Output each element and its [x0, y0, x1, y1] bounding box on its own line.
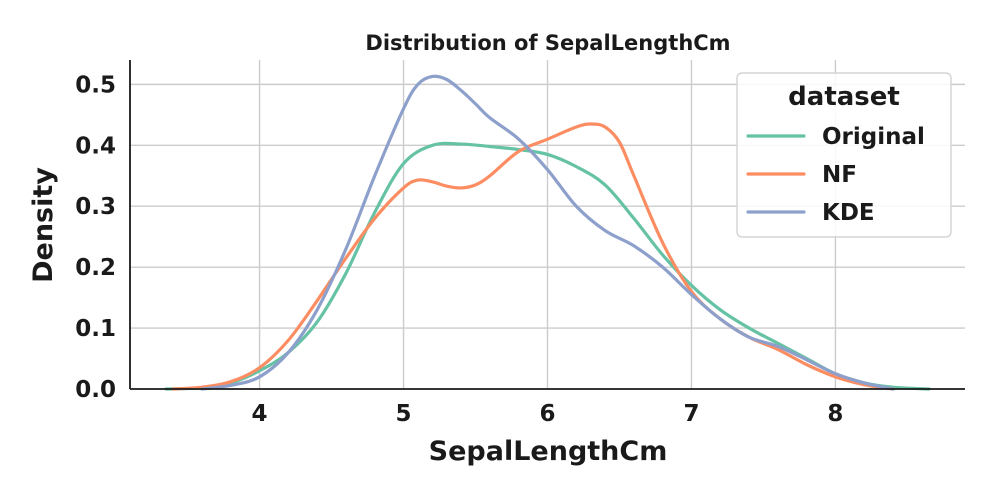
- axes-spines: [129, 60, 965, 390]
- chart-title: Distribution of SepalLengthCm: [365, 31, 730, 55]
- x-tick-label: 5: [396, 401, 412, 427]
- y-tick-label: 0.4: [75, 133, 116, 159]
- y-axis-label: Density: [28, 167, 59, 283]
- y-tick-label: 0.1: [75, 316, 116, 342]
- y-tick-label: 0.0: [75, 377, 116, 403]
- y-tick-label: 0.3: [75, 194, 116, 220]
- x-tick-label: 4: [252, 401, 268, 427]
- x-tick-label: 6: [539, 401, 555, 427]
- legend-label-kde: KDE: [822, 200, 875, 226]
- y-tick-label: 0.2: [75, 255, 116, 281]
- legend-box: [736, 72, 952, 238]
- y-tick-label: 0.5: [75, 72, 116, 98]
- legend-title: dataset: [788, 82, 900, 112]
- legend-label-nf: NF: [822, 162, 857, 188]
- x-tick-label: 7: [683, 401, 699, 427]
- tick-labels: 4 5 6 7 8 0.0 0.1 0.2 0.3 0.4 0.5: [75, 72, 843, 427]
- legend: dataset Original NF KDE: [736, 72, 952, 238]
- x-tick-label: 8: [827, 401, 843, 427]
- series-line-kde: [200, 74, 895, 391]
- series-curves: [164, 74, 931, 391]
- legend-label-original: Original: [822, 124, 925, 150]
- x-axis-label: SepalLengthCm: [429, 436, 668, 467]
